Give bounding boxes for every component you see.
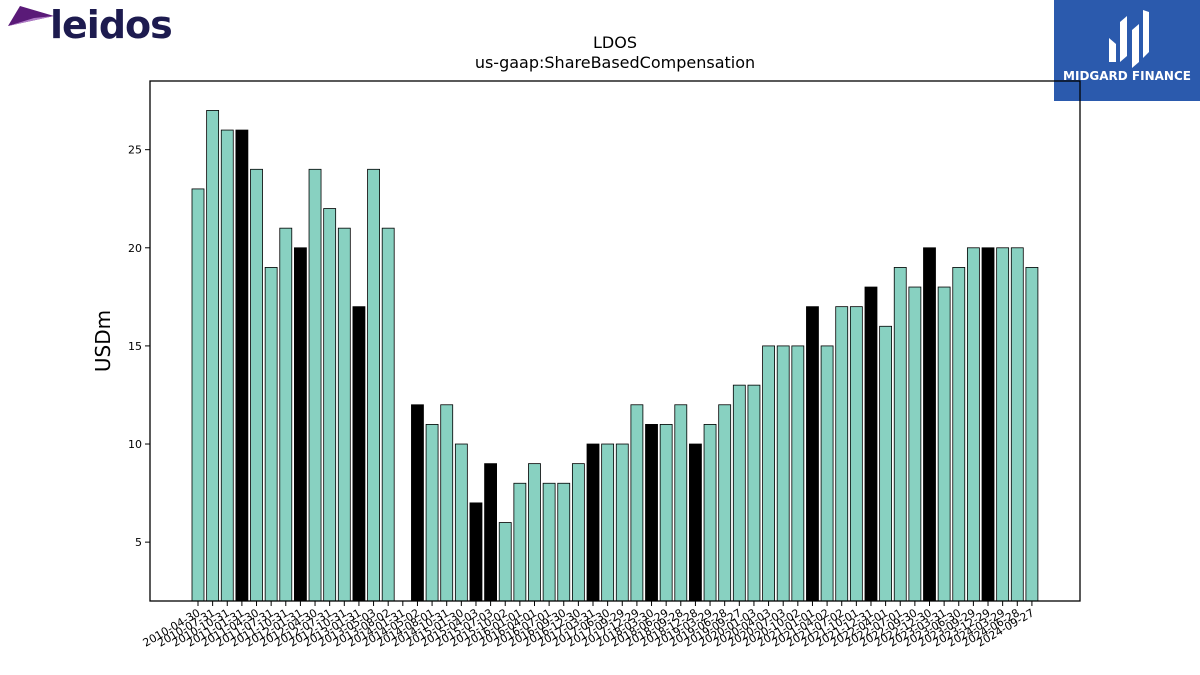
bar bbox=[879, 325, 893, 602]
bar bbox=[791, 345, 805, 602]
bar bbox=[864, 286, 878, 602]
bar bbox=[528, 463, 541, 602]
bar bbox=[776, 345, 790, 602]
bar bbox=[1025, 267, 1039, 602]
y-axis-ticks: 5 10 15 20 25 bbox=[128, 144, 150, 549]
bar bbox=[235, 129, 249, 602]
bar bbox=[893, 267, 907, 602]
bar bbox=[806, 306, 819, 602]
bar bbox=[425, 423, 439, 602]
bar bbox=[718, 404, 732, 602]
midgard-logo-text: MIDGARD FINANCE bbox=[1063, 69, 1191, 83]
bar bbox=[308, 168, 322, 602]
bar bbox=[674, 404, 688, 602]
bar bbox=[952, 267, 966, 602]
x-axis-ticks: 2010-04-302010-07-312010-10-312011-01-31… bbox=[141, 601, 1036, 650]
bar bbox=[279, 227, 293, 602]
bar bbox=[659, 423, 673, 602]
bar bbox=[615, 443, 629, 602]
bar bbox=[498, 522, 512, 602]
y-tick-label: 20 bbox=[128, 242, 142, 255]
midgard-logo-mark bbox=[1109, 10, 1149, 68]
bar bbox=[630, 404, 644, 602]
bar bbox=[966, 247, 980, 602]
bar bbox=[981, 247, 995, 602]
bar bbox=[484, 463, 498, 602]
chart-title: LDOS bbox=[593, 33, 637, 52]
bar bbox=[849, 306, 863, 602]
leidos-logo-mark bbox=[8, 6, 54, 26]
bar bbox=[996, 247, 1010, 602]
bar bbox=[703, 423, 717, 602]
bar bbox=[937, 286, 951, 602]
bar bbox=[820, 345, 834, 602]
bar bbox=[411, 404, 424, 602]
bar bbox=[250, 168, 263, 602]
bar bbox=[367, 168, 380, 602]
bar bbox=[645, 423, 658, 602]
y-tick-label: 15 bbox=[128, 340, 142, 353]
bar bbox=[264, 267, 278, 602]
bar bbox=[381, 227, 395, 602]
plot-area-frame bbox=[149, 80, 1081, 602]
leidos-logo-mark-accent bbox=[8, 16, 54, 26]
bar bbox=[923, 247, 936, 602]
bar bbox=[747, 384, 761, 602]
bar bbox=[469, 502, 483, 602]
bar bbox=[835, 306, 849, 602]
bar bbox=[586, 443, 600, 602]
y-tick-label: 5 bbox=[135, 536, 142, 549]
y-axis-label: USDm bbox=[91, 310, 115, 372]
y-tick-label: 10 bbox=[128, 438, 142, 451]
chart-subtitle: us-gaap:ShareBasedCompensation bbox=[475, 53, 755, 72]
y-tick-label: 25 bbox=[128, 144, 142, 157]
leidos-logo-text: leidos bbox=[50, 3, 173, 47]
bar bbox=[601, 443, 615, 602]
bar bbox=[294, 247, 307, 602]
bar bbox=[1010, 247, 1024, 602]
midgard-finance-logo: MIDGARD FINANCE bbox=[1054, 0, 1200, 101]
bars bbox=[191, 110, 1039, 602]
bar bbox=[571, 463, 585, 602]
bar bbox=[323, 208, 337, 602]
bar bbox=[191, 188, 205, 602]
bar bbox=[337, 227, 351, 602]
bar bbox=[542, 482, 556, 602]
bar bbox=[762, 345, 775, 602]
bar bbox=[220, 129, 234, 602]
bar bbox=[440, 404, 454, 602]
bar bbox=[513, 482, 527, 602]
bar bbox=[454, 443, 468, 602]
leidos-logo bbox=[8, 6, 54, 26]
bar bbox=[908, 286, 922, 602]
bar bbox=[732, 384, 746, 602]
bar bbox=[689, 443, 702, 602]
bar bbox=[352, 306, 366, 602]
bar bbox=[557, 482, 571, 602]
bar bbox=[206, 110, 220, 602]
